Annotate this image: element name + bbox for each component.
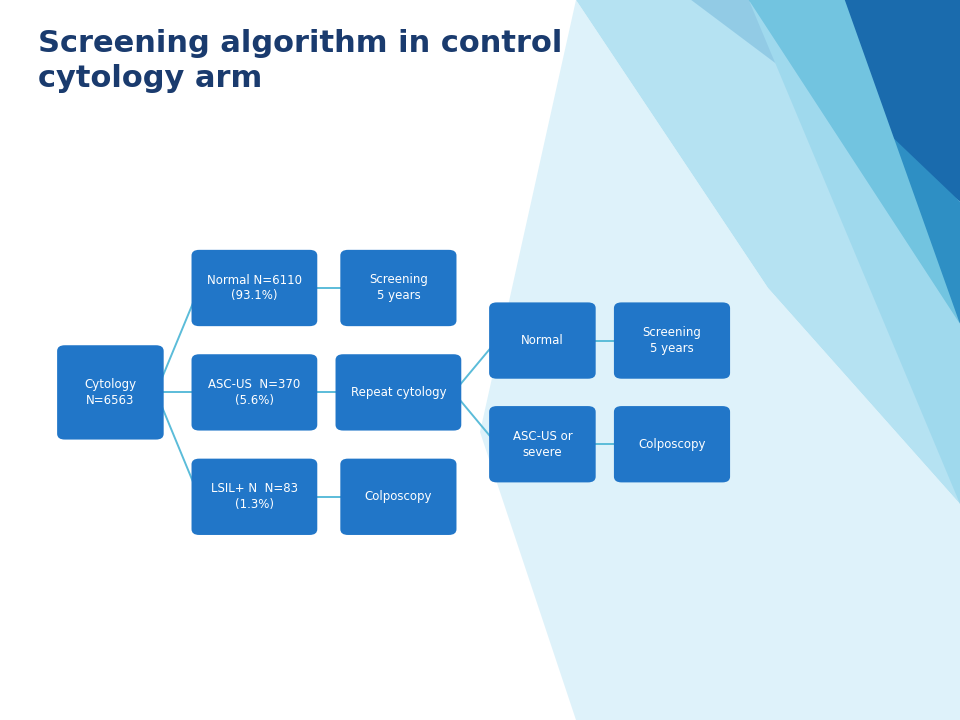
Text: Normal: Normal: [521, 334, 564, 347]
FancyBboxPatch shape: [192, 354, 317, 431]
Text: Colposcopy: Colposcopy: [638, 438, 706, 451]
Text: ASC-US or
severe: ASC-US or severe: [513, 430, 572, 459]
Text: LSIL+ N  N=83
(1.3%): LSIL+ N N=83 (1.3%): [211, 482, 298, 511]
FancyBboxPatch shape: [58, 346, 163, 439]
Text: Screening
5 years: Screening 5 years: [642, 326, 702, 355]
FancyBboxPatch shape: [192, 250, 317, 326]
Text: Normal N=6110
(93.1%): Normal N=6110 (93.1%): [207, 274, 301, 302]
FancyBboxPatch shape: [340, 459, 457, 535]
Polygon shape: [749, 0, 960, 324]
Text: Screening algorithm in control
cytology arm: Screening algorithm in control cytology …: [38, 29, 563, 93]
FancyBboxPatch shape: [489, 302, 595, 379]
Text: Cytology
N=6563: Cytology N=6563: [84, 378, 136, 407]
FancyBboxPatch shape: [614, 302, 730, 379]
Text: Colposcopy: Colposcopy: [365, 490, 432, 503]
FancyBboxPatch shape: [336, 354, 461, 431]
Polygon shape: [749, 0, 960, 504]
Text: ASC-US  N=370
(5.6%): ASC-US N=370 (5.6%): [208, 378, 300, 407]
FancyBboxPatch shape: [489, 406, 595, 482]
Text: Screening
5 years: Screening 5 years: [369, 274, 428, 302]
Polygon shape: [691, 0, 960, 202]
FancyBboxPatch shape: [192, 459, 317, 535]
FancyBboxPatch shape: [614, 406, 730, 482]
Polygon shape: [480, 0, 960, 720]
Polygon shape: [576, 0, 960, 504]
FancyBboxPatch shape: [340, 250, 457, 326]
Text: Repeat cytology: Repeat cytology: [350, 386, 446, 399]
